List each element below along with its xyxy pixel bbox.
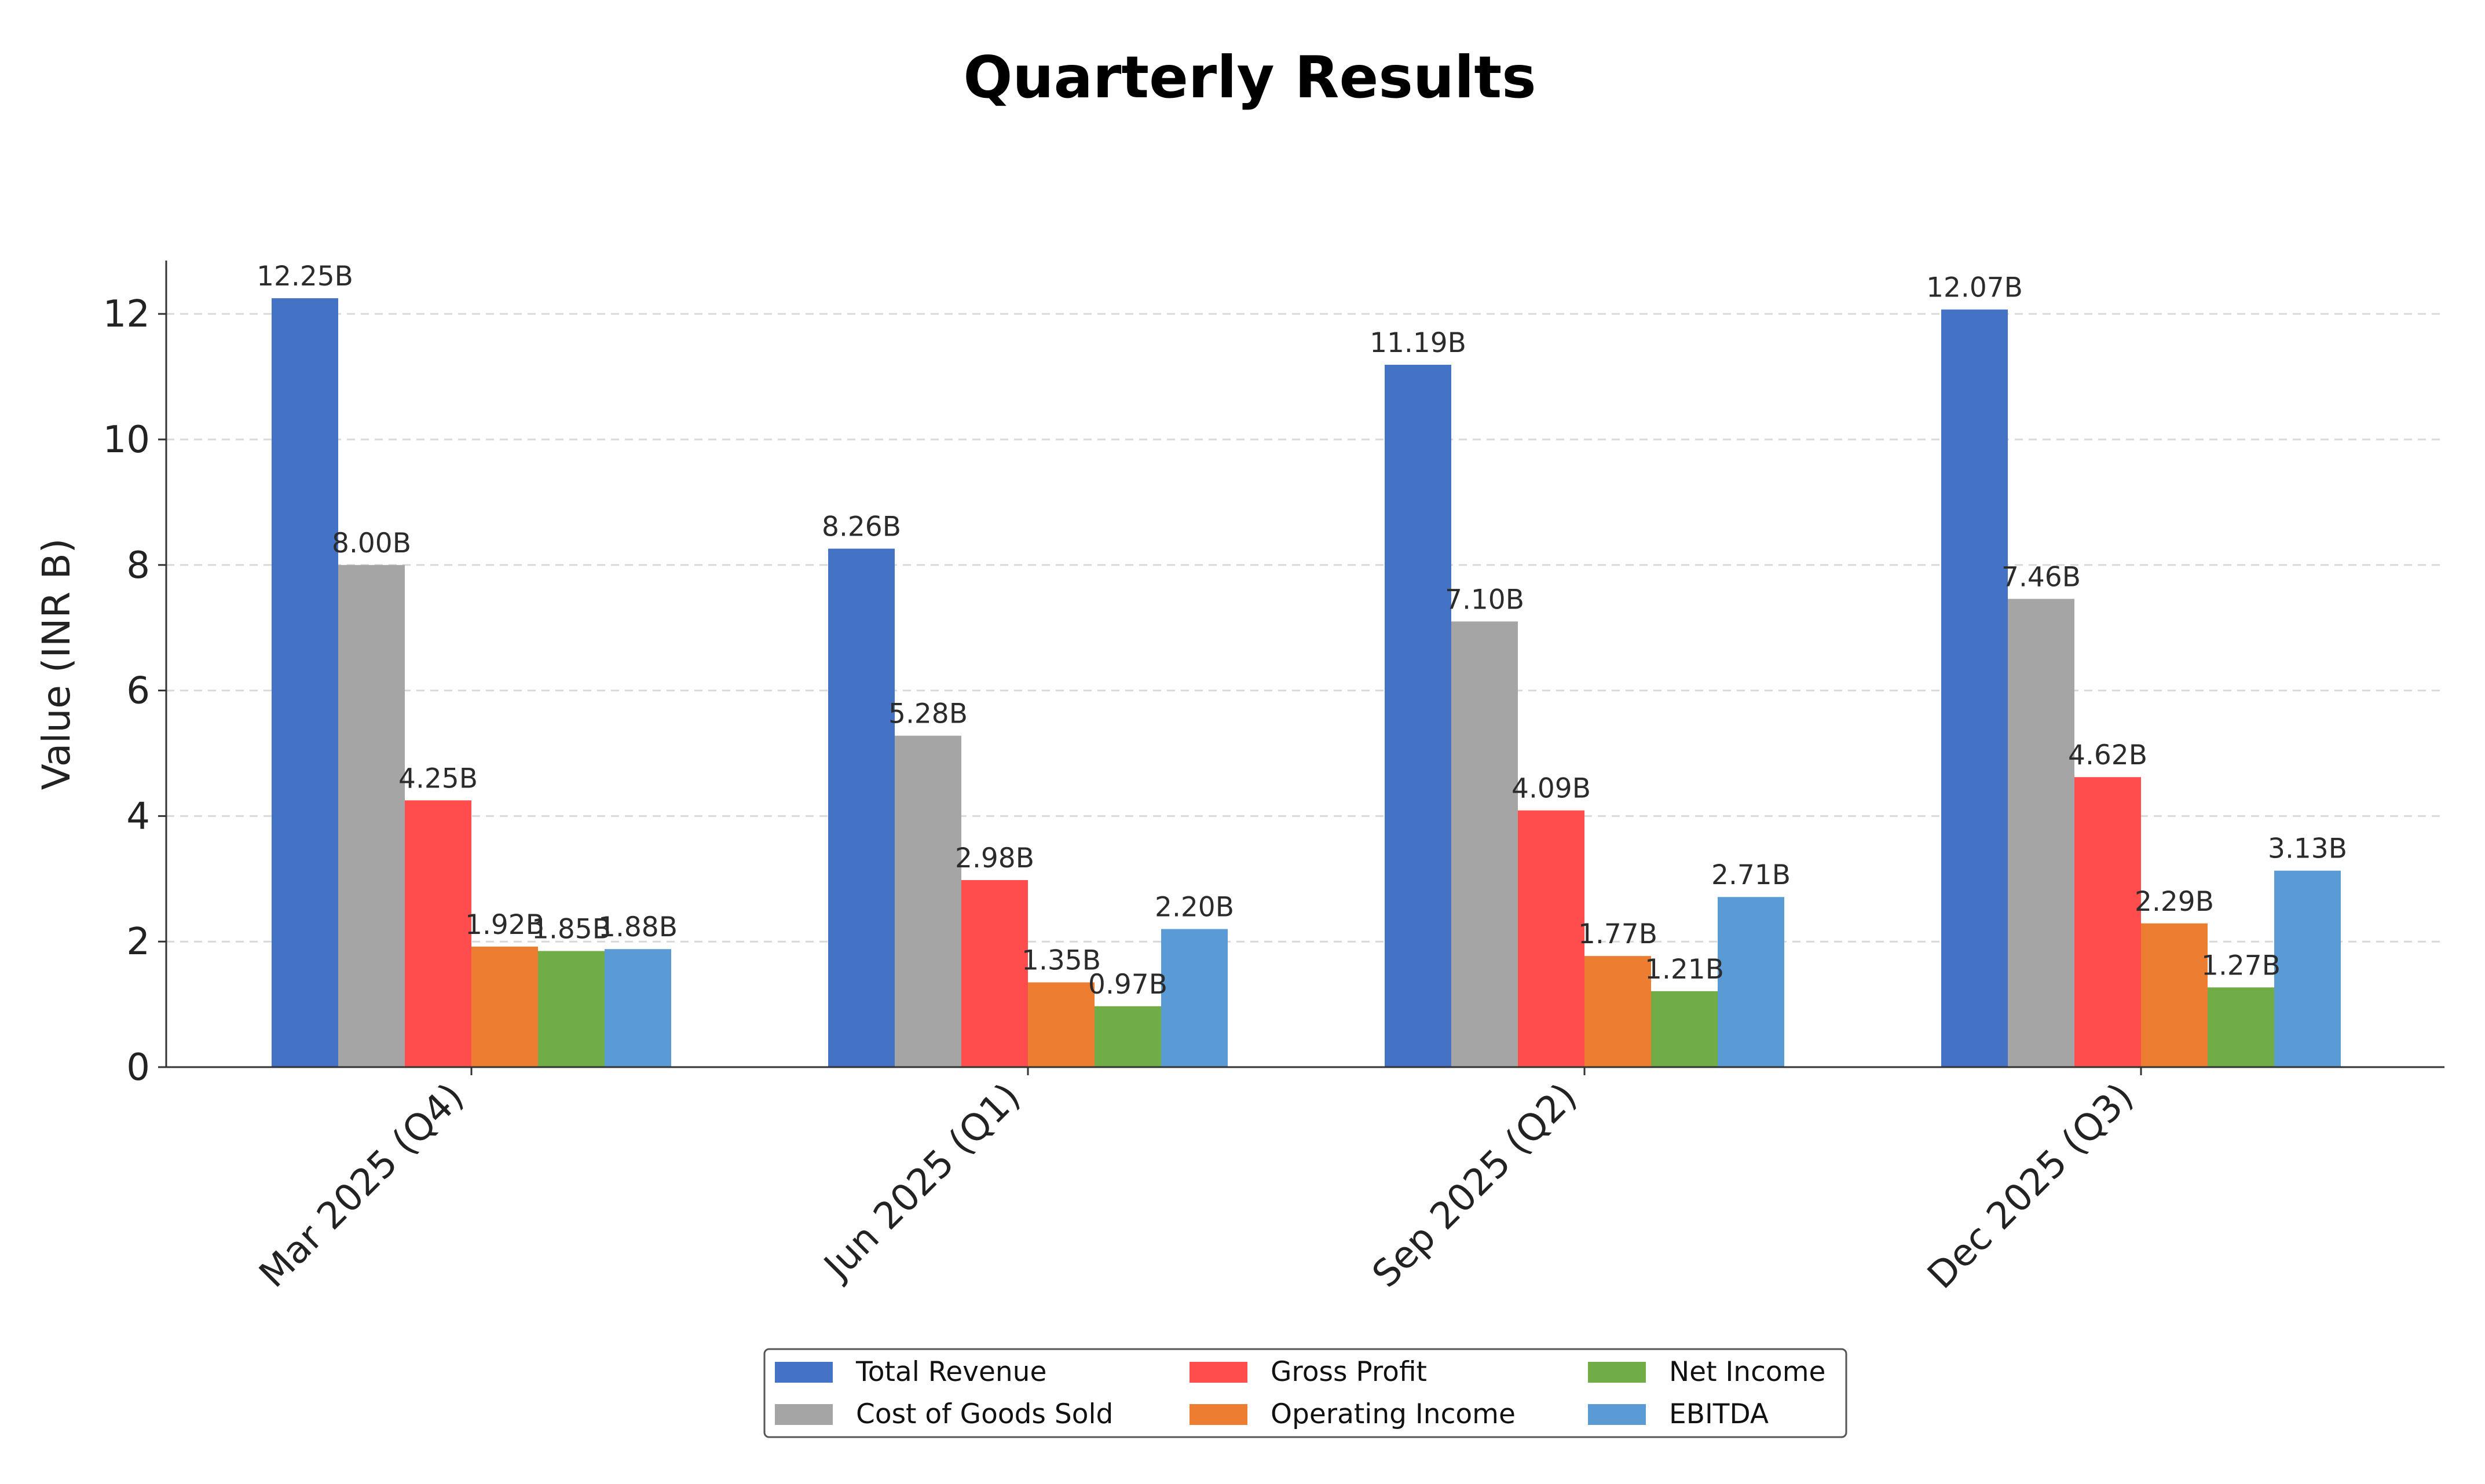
bar <box>1584 956 1651 1067</box>
data-label: 11.19B <box>1370 327 1466 359</box>
legend-swatch <box>775 1362 833 1383</box>
bar <box>338 565 405 1067</box>
legend-box <box>763 1348 1847 1438</box>
bar <box>405 800 471 1067</box>
data-label: 1.21B <box>1645 954 1724 985</box>
y-tick-label: 4 <box>126 795 150 838</box>
bar <box>272 298 338 1068</box>
x-tick-label: Sep 2025 (Q2) <box>1364 1075 1585 1296</box>
y-tick-label: 6 <box>126 670 150 713</box>
legend-label: Operating Income <box>1271 1398 1516 1430</box>
y-tick-label: 10 <box>103 419 150 461</box>
x-tick-label: Jun 2025 (Q1) <box>815 1075 1029 1289</box>
data-label: 7.46B <box>2001 561 2081 593</box>
data-label: 1.77B <box>1578 918 1657 950</box>
legend-swatch <box>1190 1362 1247 1383</box>
bar <box>1651 991 1718 1067</box>
bar <box>1385 364 1451 1068</box>
bar <box>2208 987 2274 1067</box>
bar <box>1718 897 1784 1067</box>
y-tick-label: 2 <box>126 921 150 963</box>
data-label: 12.07B <box>1926 272 2023 304</box>
data-label: 1.35B <box>1022 945 1101 977</box>
data-label: 1.92B <box>465 909 544 941</box>
bar <box>2008 599 2074 1067</box>
axes <box>158 261 2444 1075</box>
x-tick-label: Dec 2025 (Q3) <box>1920 1075 2142 1298</box>
y-tick-label: 12 <box>103 293 150 336</box>
bar <box>1161 929 1228 1067</box>
legend-label: EBITDA <box>1669 1398 1769 1430</box>
legend-swatch <box>1190 1404 1247 1425</box>
data-label: 8.26B <box>822 511 901 543</box>
bar <box>1941 309 2008 1067</box>
bar <box>895 735 961 1067</box>
legend-label: Cost of Goods Sold <box>856 1398 1113 1430</box>
legend-label: Net Income <box>1669 1356 1825 1388</box>
chart-title: Quarterly Results <box>963 43 1536 111</box>
data-label: 8.00B <box>332 527 411 559</box>
data-label: 1.27B <box>2201 950 2281 981</box>
data-label: 2.29B <box>2135 886 2214 918</box>
data-label: 0.97B <box>1088 969 1168 1001</box>
bar <box>1028 982 1095 1067</box>
bar <box>828 548 895 1067</box>
data-label: 3.13B <box>2268 833 2347 865</box>
y-tick-label: 0 <box>126 1046 150 1089</box>
data-label: 2.98B <box>955 842 1034 874</box>
data-label: 4.62B <box>2068 739 2147 771</box>
data-label: 7.10B <box>1445 584 1524 615</box>
data-label: 1.85B <box>532 913 611 945</box>
data-label: 5.28B <box>888 698 968 730</box>
y-axis-label: Value (INR B) <box>34 538 79 790</box>
bar <box>961 880 1028 1067</box>
bar <box>538 951 605 1067</box>
legend-swatch <box>1588 1404 1646 1425</box>
bar <box>1518 810 1584 1067</box>
legend-swatch <box>775 1404 833 1425</box>
tick-labels: 0 2 4 6 8 10 12 Mar 2025 (Q4) Jun 2025 (Q1) Sep 2… <box>103 293 2142 1297</box>
bar <box>2274 870 2341 1067</box>
legend-label: Gross Profit <box>1271 1356 1427 1388</box>
data-label: 4.25B <box>398 763 478 794</box>
data-label: 12.25B <box>257 261 353 292</box>
bar <box>2074 777 2141 1067</box>
bars <box>272 298 2341 1068</box>
x-tick-label: Mar 2025 (Q4) <box>251 1075 472 1296</box>
data-label: 2.71B <box>1711 859 1791 891</box>
y-tick-label: 8 <box>126 544 150 587</box>
data-label: 2.20B <box>1155 892 1234 924</box>
bar <box>2141 923 2208 1067</box>
bar <box>1095 1006 1161 1067</box>
data-label: 4.09B <box>1512 773 1591 805</box>
bar <box>1451 621 1518 1067</box>
legend-label: Total Revenue <box>855 1356 1046 1388</box>
gridlines <box>166 313 2444 943</box>
legend-swatch <box>1588 1362 1646 1383</box>
legend: Total Revenue Cost of Goods Sold Gross Pro… <box>763 1348 1847 1438</box>
data-label: 1.88B <box>598 911 678 943</box>
bar <box>605 949 671 1067</box>
bar <box>471 946 538 1067</box>
